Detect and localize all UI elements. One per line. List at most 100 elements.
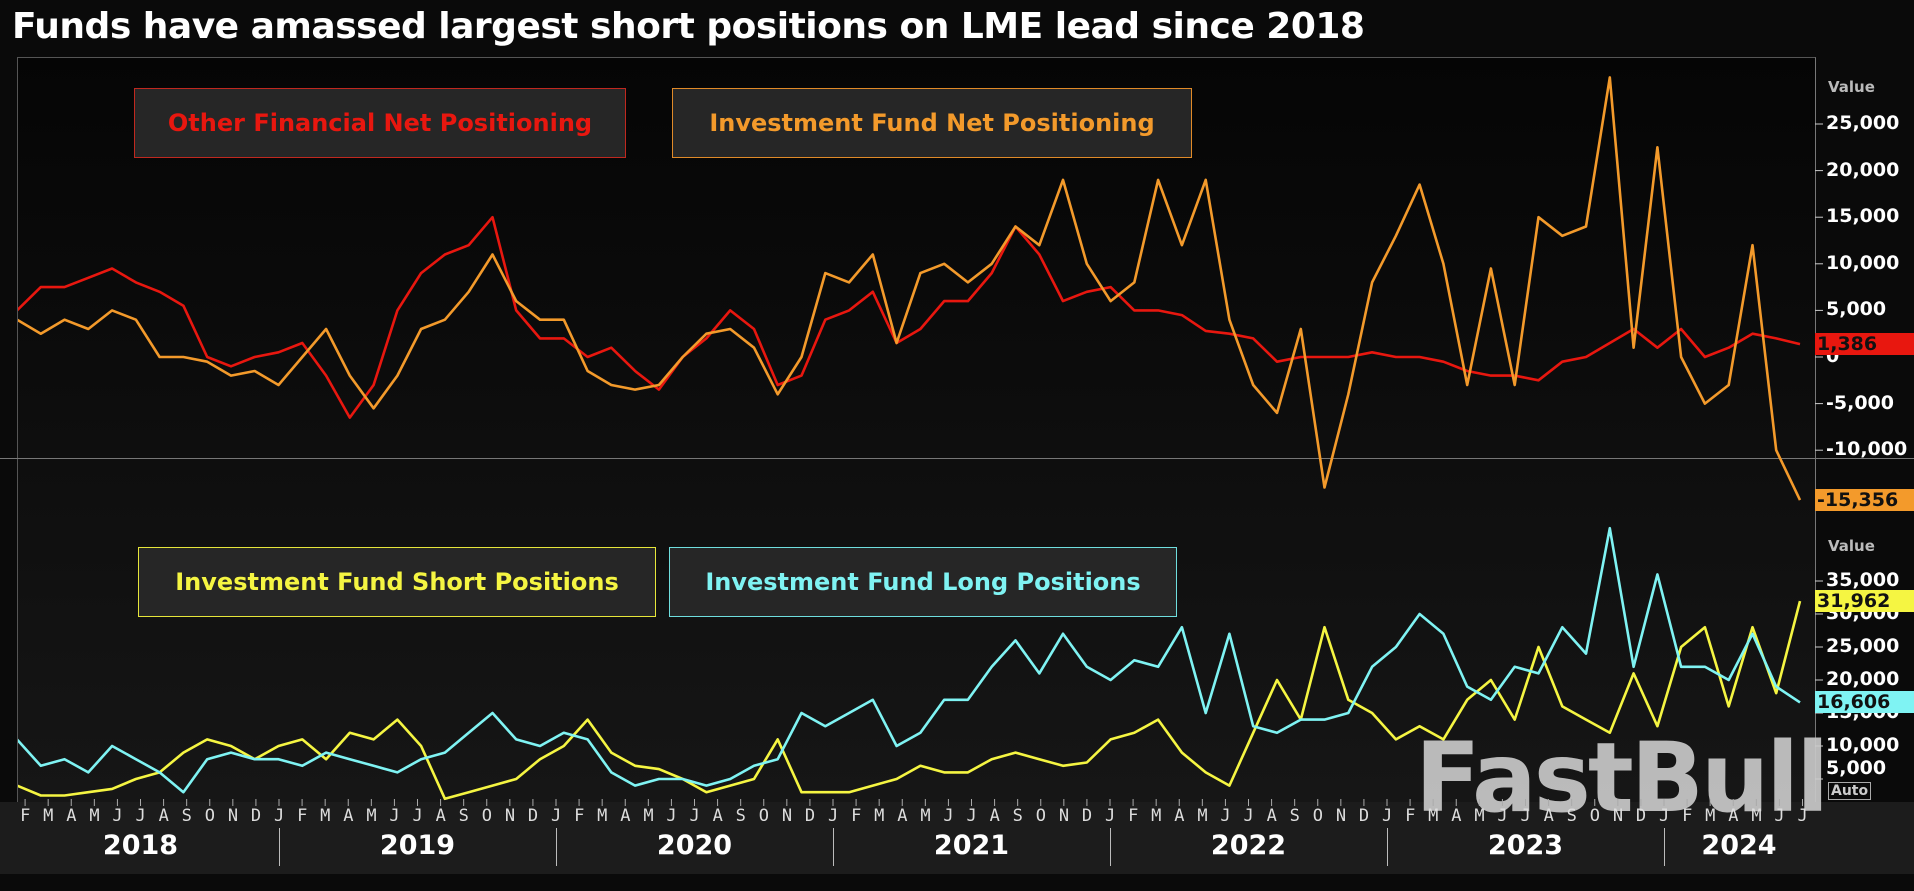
month-label: J — [1243, 806, 1254, 826]
month-label: J — [389, 806, 400, 826]
month-label: F — [1405, 806, 1416, 826]
month-label: O — [758, 806, 769, 826]
month-label: A — [712, 806, 723, 826]
year-separator — [1664, 828, 1665, 866]
legend-investment-fund-net: Investment Fund Net Positioning — [672, 88, 1192, 158]
month-label: D — [527, 806, 539, 826]
y-tick-label: 20,000 — [1826, 668, 1900, 690]
month-label: A — [1451, 806, 1462, 826]
year-label: 2021 — [933, 830, 1010, 861]
year-separator — [833, 828, 834, 866]
month-label: S — [1012, 806, 1023, 826]
month-label: J — [1659, 806, 1670, 826]
month-label: O — [204, 806, 215, 826]
y-tick-label: 5,000 — [1826, 298, 1887, 321]
month-label: J — [1220, 806, 1231, 826]
plot-frame — [17, 57, 1816, 804]
legend-investment-fund-short: Investment Fund Short Positions — [138, 547, 656, 617]
month-label: J — [1105, 806, 1116, 826]
series-line-investment-fund-net-positioning — [18, 76, 1802, 501]
last-value-badge: -15,356 — [1815, 489, 1914, 512]
month-label: D — [1635, 806, 1647, 826]
month-label: S — [1566, 806, 1577, 826]
top-y-axis-title: Value — [1828, 78, 1875, 96]
chart-title: Funds have amassed largest short positio… — [12, 6, 1365, 47]
month-label: A — [897, 806, 908, 826]
month-label: O — [1589, 806, 1600, 826]
month-label: O — [481, 806, 492, 826]
month-label: M — [1197, 806, 1208, 826]
series-line-investment-fund-short-positions — [18, 600, 1802, 801]
month-label: J — [1497, 806, 1508, 826]
month-label: J — [689, 806, 700, 826]
month-label: A — [1174, 806, 1185, 826]
y-tick-label: -5,000 — [1826, 391, 1894, 414]
y-tick-label: 25,000 — [1826, 112, 1900, 134]
month-label: M — [1751, 806, 1762, 826]
year-separator — [556, 828, 557, 866]
month-label: J — [274, 806, 285, 826]
month-label: M — [643, 806, 654, 826]
month-label: A — [989, 806, 1000, 826]
y-tick-label: 25,000 — [1826, 635, 1900, 657]
last-value-badge: 1,386 — [1815, 333, 1914, 356]
month-label: M — [920, 806, 931, 826]
month-label: M — [597, 806, 608, 826]
month-label: J — [828, 806, 839, 826]
month-label: N — [227, 806, 239, 826]
fastbull-watermark: FastBull — [1415, 722, 1829, 834]
year-label: 2020 — [656, 830, 733, 861]
month-label: N — [1058, 806, 1070, 826]
year-separator — [279, 828, 280, 866]
x-axis-band — [0, 802, 1914, 874]
month-label: J — [135, 806, 146, 826]
month-label: J — [966, 806, 977, 826]
month-label: M — [366, 806, 377, 826]
auto-scale-button[interactable]: Auto — [1828, 782, 1872, 800]
month-label: A — [1266, 806, 1277, 826]
month-label: O — [1312, 806, 1323, 826]
month-label: N — [1612, 806, 1624, 826]
last-value-badge: 16,606 — [1815, 691, 1914, 714]
month-label: J — [412, 806, 423, 826]
month-label: F — [1128, 806, 1139, 826]
year-label: 2018 — [102, 830, 179, 861]
year-label: 2024 — [1701, 830, 1777, 861]
month-label: F — [20, 806, 31, 826]
month-label: M — [1151, 806, 1162, 826]
month-label: F — [851, 806, 862, 826]
year-separator — [1110, 828, 1111, 866]
y-tick-label: -10,000 — [1826, 438, 1908, 461]
month-label: J — [1797, 806, 1808, 826]
year-label: 2019 — [379, 830, 456, 861]
month-label: J — [112, 806, 123, 826]
month-label: F — [574, 806, 585, 826]
month-label: N — [1335, 806, 1347, 826]
legend-label: Investment Fund Short Positions — [175, 568, 619, 596]
month-label: D — [250, 806, 262, 826]
month-label: D — [1358, 806, 1370, 826]
axis-ticks — [24, 123, 1823, 806]
month-label: M — [43, 806, 54, 826]
y-tick-label: 10,000 — [1826, 734, 1900, 756]
bottom-panel-series — [18, 526, 1802, 801]
month-label: J — [943, 806, 954, 826]
month-label: A — [435, 806, 446, 826]
month-label: J — [1774, 806, 1785, 826]
month-label: S — [735, 806, 746, 826]
y-tick-label: 10,000 — [1826, 251, 1900, 274]
month-label: S — [458, 806, 469, 826]
month-label: A — [343, 806, 354, 826]
legend-other-financial-net: Other Financial Net Positioning — [134, 88, 626, 158]
year-separator — [1387, 828, 1388, 866]
month-label: D — [1081, 806, 1093, 826]
panel-divider — [0, 458, 1914, 459]
legend-investment-fund-long: Investment Fund Long Positions — [669, 547, 1177, 617]
month-label: M — [1428, 806, 1439, 826]
month-label: J — [666, 806, 677, 826]
month-label: A — [66, 806, 77, 826]
month-label: A — [1728, 806, 1739, 826]
last-value-badge: 31,962 — [1815, 590, 1914, 613]
month-label: F — [297, 806, 308, 826]
